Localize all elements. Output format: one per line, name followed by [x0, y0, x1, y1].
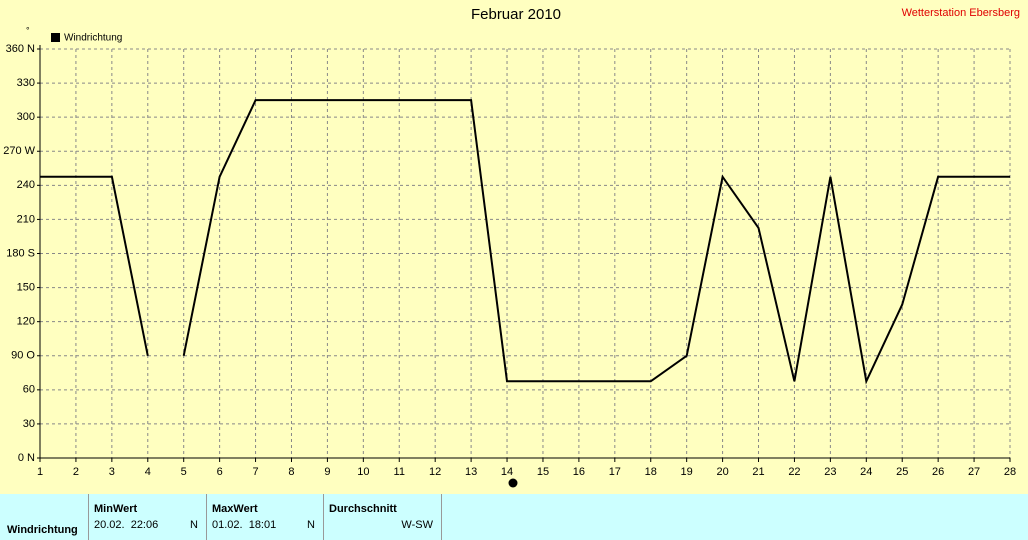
- stats-table: Windrichtung MinWert 20.02. 22:06 N MaxW…: [0, 494, 1028, 540]
- x-tick-label: 2: [73, 466, 79, 478]
- x-tick-label: 13: [465, 466, 477, 478]
- legend-label: Windrichtung: [64, 33, 122, 44]
- x-tick-label: 3: [109, 466, 115, 478]
- x-tick-label: 4: [145, 466, 151, 478]
- y-tick-label: 270 W: [3, 145, 35, 157]
- col-dir: N: [190, 519, 198, 531]
- legend-swatch: [51, 33, 60, 42]
- x-tick-label: 28: [1004, 466, 1016, 478]
- x-tick-label: 21: [752, 466, 764, 478]
- x-tick-label: 22: [788, 466, 800, 478]
- x-tick-label: 15: [537, 466, 549, 478]
- y-tick-label: 330: [17, 77, 35, 89]
- x-tick-label: 17: [609, 466, 621, 478]
- x-tick-label: 16: [573, 466, 585, 478]
- y-tick-label: 150: [17, 281, 35, 293]
- x-tick-label: 9: [324, 466, 330, 478]
- x-tick-label: 20: [716, 466, 728, 478]
- col-date: 01.02. 18:01: [212, 519, 277, 531]
- max-cell: MaxWert 01.02. 18:01 N: [207, 494, 324, 540]
- y-tick-label: 30: [23, 418, 35, 430]
- x-tick-label: 23: [824, 466, 836, 478]
- x-tick-label: 24: [860, 466, 872, 478]
- col-date: 20.02. 22:06: [94, 519, 159, 531]
- x-tick-label: 14: [501, 466, 513, 478]
- x-tick-label: 1: [37, 466, 43, 478]
- x-tick-label: 12: [429, 466, 441, 478]
- x-tick-label: 5: [181, 466, 187, 478]
- col-header: Durchschnitt: [329, 503, 397, 515]
- x-tick-label: 7: [252, 466, 258, 478]
- y-tick-label: 90 O: [11, 350, 35, 362]
- chart: Februar 2010 Wetterstation Ebersberg ° 0…: [0, 0, 1028, 494]
- line-series: [40, 99, 1010, 385]
- col-header: MaxWert: [212, 503, 258, 515]
- x-tick-label: 11: [394, 466, 405, 478]
- y-tick-label: 120: [17, 316, 35, 328]
- y-tick-label: 240: [17, 179, 35, 191]
- x-tick-label: 10: [357, 466, 369, 478]
- y-tick-label: 360 N: [6, 43, 35, 55]
- x-tick-label: 19: [681, 466, 693, 478]
- min-cell: MinWert 20.02. 22:06 N: [89, 494, 207, 540]
- y-tick-label: 180 S: [6, 247, 35, 259]
- y-tick-label: 60: [23, 384, 35, 396]
- y-axis-label: °: [26, 25, 30, 35]
- chart-subtitle: Wetterstation Ebersberg: [902, 7, 1020, 19]
- y-tick-label: 300: [17, 111, 35, 123]
- x-tick-label: 25: [896, 466, 908, 478]
- chart-title: Februar 2010: [471, 6, 561, 23]
- y-tick-label: 210: [17, 213, 35, 225]
- cursor-marker[interactable]: [508, 478, 518, 488]
- x-tick-label: 6: [217, 466, 223, 478]
- x-tick-label: 18: [645, 466, 657, 478]
- y-tick-label: 0 N: [18, 452, 35, 464]
- col-header: MinWert: [94, 503, 138, 515]
- col-dir: N: [307, 519, 315, 531]
- x-tick-label: 8: [288, 466, 294, 478]
- avg-cell: Durchschnitt W-SW: [324, 494, 442, 540]
- col-dir: W-SW: [401, 519, 433, 531]
- row-label-cell: Windrichtung: [0, 494, 89, 540]
- x-tick-label: 26: [932, 466, 944, 478]
- row-label: Windrichtung: [7, 524, 78, 536]
- chart-bg: [0, 0, 1028, 494]
- x-tick-label: 27: [968, 466, 980, 478]
